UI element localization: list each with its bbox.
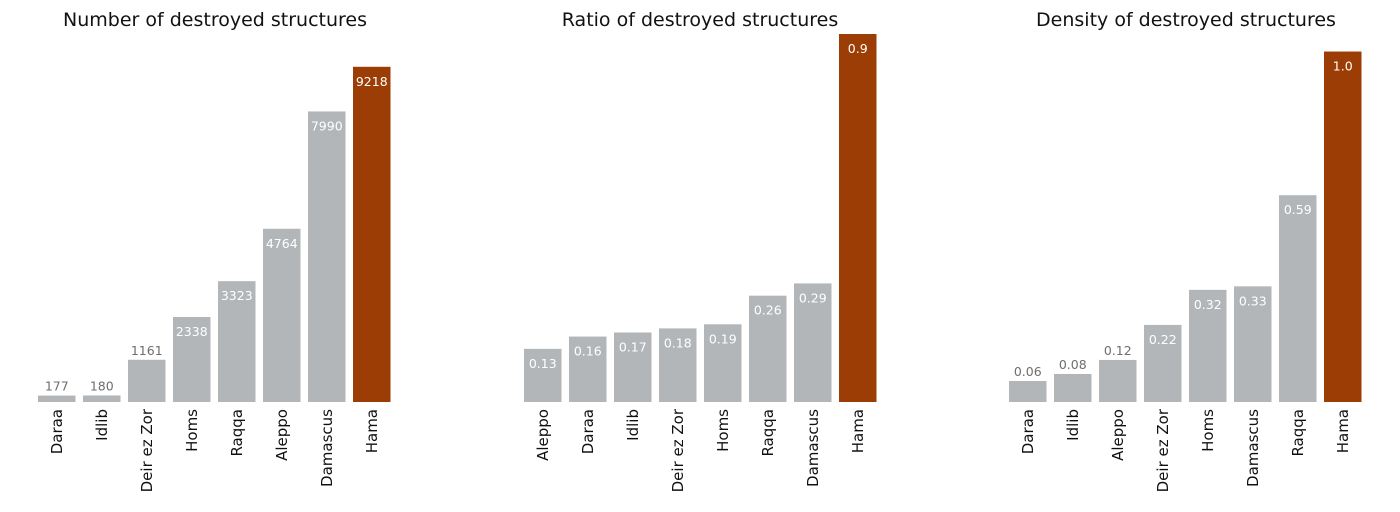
bar-deir-ez-zor — [659, 328, 697, 402]
x-tick-label: Damascus — [1244, 409, 1262, 487]
bar-deir-ez-zor — [1144, 324, 1182, 402]
data-label: 177 — [45, 379, 69, 394]
x-tick-label: Aleppo — [1109, 409, 1127, 461]
bar-raqqa — [218, 281, 256, 402]
data-label: 180 — [90, 378, 114, 393]
bar-hama — [353, 66, 391, 403]
bar-homs — [173, 316, 211, 402]
data-label: 0.9 — [848, 41, 868, 56]
bar-damascus — [794, 283, 832, 402]
data-label: 0.13 — [529, 356, 557, 371]
data-label: 0.17 — [619, 339, 647, 354]
x-tick-label: Daraa — [579, 409, 597, 454]
bar-daraa — [569, 336, 607, 402]
data-label: 0.59 — [1284, 202, 1312, 217]
data-label: 0.12 — [1104, 343, 1132, 358]
chart-title: Density of destroyed structures — [1036, 9, 1336, 31]
data-label: 1.0 — [1333, 59, 1353, 74]
data-label: 7990 — [311, 118, 343, 133]
bar-homs — [1189, 289, 1227, 402]
data-label: 0.06 — [1014, 364, 1042, 379]
data-label: 9218 — [356, 74, 388, 89]
x-tick-label: Hama — [1334, 409, 1352, 453]
x-tick-label: Aleppo — [273, 409, 291, 461]
data-label: 0.33 — [1239, 293, 1267, 308]
x-tick-label: Daraa — [48, 409, 66, 454]
data-label: 2338 — [176, 324, 208, 339]
data-label: 3323 — [221, 288, 253, 303]
chart-panel-1: Number of destroyed structures 177 Daraa 18… — [38, 9, 391, 492]
x-tick-label: Raqqa — [1289, 409, 1307, 457]
x-tick-label: Damascus — [804, 409, 822, 487]
x-tick-label: Raqqa — [228, 409, 246, 457]
data-label: 0.16 — [574, 344, 602, 359]
x-tick-label: Homs — [183, 409, 201, 452]
bar-hama — [1324, 51, 1362, 403]
x-tick-label: Daraa — [1019, 409, 1037, 454]
bar-idlib — [1054, 373, 1092, 402]
chart-panel-3: Density of destroyed structures 0.06 Daraa… — [1009, 9, 1362, 492]
x-tick-label: Damascus — [318, 409, 336, 487]
chart-title: Ratio of destroyed structures — [562, 9, 838, 31]
x-tick-label: Idlib — [624, 409, 642, 441]
chart-title: Number of destroyed structures — [63, 9, 367, 31]
x-tick-label: Deir ez Zor — [669, 408, 687, 492]
data-label: 0.18 — [664, 335, 692, 350]
x-tick-label: Idlib — [1064, 409, 1082, 441]
x-tick-label: Hama — [849, 409, 867, 453]
bar-hama — [839, 34, 877, 402]
bar-aleppo — [524, 348, 562, 402]
bar-raqqa — [749, 295, 787, 402]
x-tick-label: Aleppo — [534, 409, 552, 461]
data-label: 4764 — [266, 236, 298, 251]
chart-panel-2: Ratio of destroyed structures 0.13 Aleppo 0… — [524, 9, 877, 492]
x-tick-label: Homs — [1199, 409, 1217, 452]
bar-daraa — [1009, 380, 1047, 402]
data-label: 0.19 — [709, 331, 737, 346]
bar-damascus — [308, 111, 346, 403]
bar-daraa — [38, 395, 76, 402]
x-tick-label: Deir ez Zor — [138, 408, 156, 492]
bar-raqqa — [1279, 195, 1317, 402]
bar-homs — [704, 324, 742, 402]
data-label: 0.26 — [754, 303, 782, 318]
bar-aleppo — [263, 228, 301, 402]
bar-damascus — [1234, 286, 1272, 402]
x-tick-label: Homs — [714, 409, 732, 452]
bar-idlib — [614, 332, 652, 402]
x-tick-label: Deir ez Zor — [1154, 408, 1172, 492]
data-label: 0.22 — [1149, 332, 1177, 347]
data-label: 0.29 — [799, 290, 827, 305]
bar-deir-ez-zor — [128, 359, 166, 402]
x-tick-label: Idlib — [93, 409, 111, 441]
data-label: 0.08 — [1059, 357, 1087, 372]
data-label: 1161 — [131, 343, 163, 358]
bar-idlib — [83, 395, 121, 402]
x-tick-label: Hama — [363, 409, 381, 453]
data-label: 0.32 — [1194, 297, 1222, 312]
x-tick-label: Raqqa — [759, 409, 777, 457]
bar-aleppo — [1099, 359, 1137, 402]
